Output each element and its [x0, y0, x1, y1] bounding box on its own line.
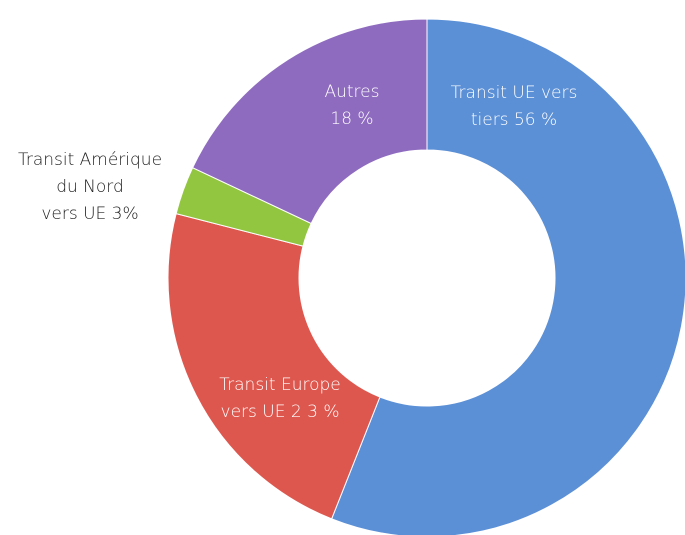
segment-label: du Nord [56, 177, 124, 197]
donut-segment [167, 212, 381, 520]
donut-segment [331, 18, 685, 535]
segment-label: tiers 56 % [471, 110, 557, 130]
segment-label: Autres [324, 82, 379, 102]
segment-label: vers UE 3% [41, 204, 138, 224]
donut-segment [191, 18, 428, 225]
segment-label: Transit Amérique [18, 150, 162, 170]
segment-label: 18 % [330, 109, 373, 129]
segment-label: Transit Europe [219, 375, 341, 395]
segment-label: vers UE 2 3 % [221, 402, 340, 422]
segment-label: Transit UE vers [451, 83, 578, 103]
